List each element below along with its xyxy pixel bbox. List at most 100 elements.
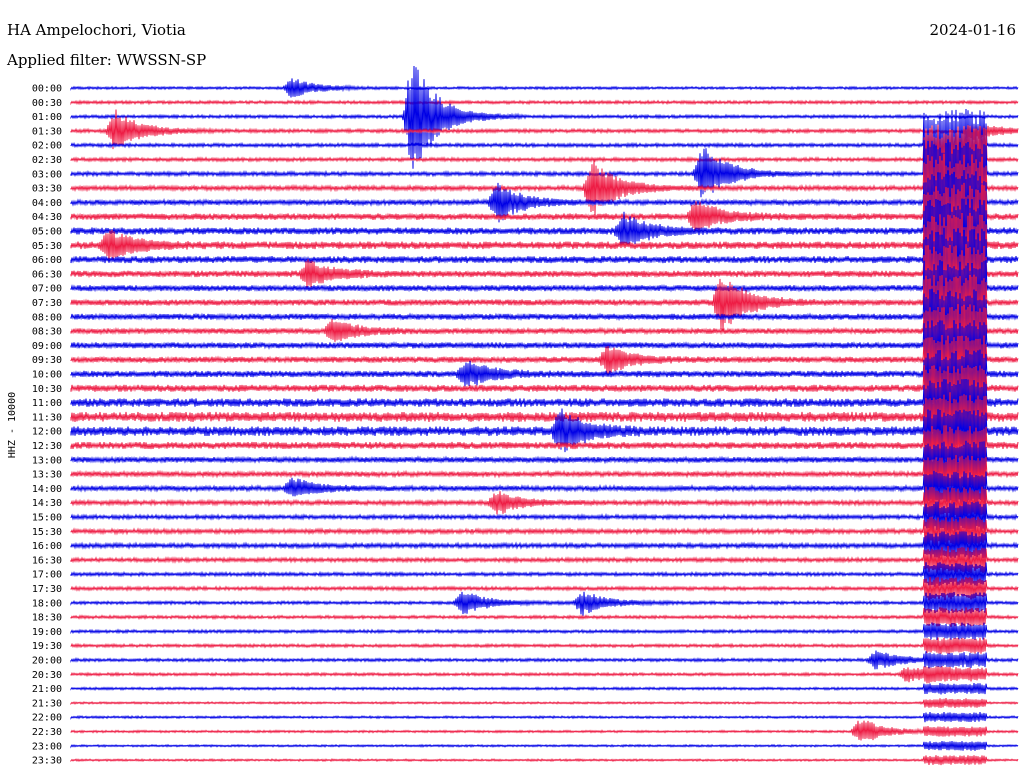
trace-row	[70, 545, 1019, 574]
row-label: 03:00	[32, 169, 62, 180]
trace-row	[70, 182, 1019, 250]
trace-row	[70, 720, 1019, 741]
trace-row	[70, 260, 1019, 318]
trace-row	[70, 470, 1019, 506]
trace-row	[70, 486, 1019, 520]
trace-row	[70, 408, 1019, 455]
trace-row	[70, 425, 1019, 466]
trace-row	[70, 65, 1019, 169]
trace-row	[70, 607, 1019, 627]
trace-row	[70, 531, 1019, 560]
trace-row	[70, 365, 1019, 413]
row-label: 23:30	[32, 756, 62, 767]
trace-row	[70, 637, 1019, 654]
trace-row	[70, 109, 1019, 150]
row-label: 06:00	[32, 255, 62, 266]
trace-row	[70, 666, 1019, 684]
row-label: 05:00	[32, 227, 62, 238]
row-label: 08:30	[32, 327, 62, 338]
trace-row	[70, 139, 1019, 209]
station-title: HA Ampelochori, Viotia	[7, 21, 186, 39]
trace-row	[70, 198, 1019, 265]
date-label: 2024-01-16	[929, 21, 1016, 39]
trace-row	[70, 244, 1019, 304]
trace-row	[70, 334, 1019, 385]
trace-row	[70, 108, 1019, 182]
row-label: 06:30	[32, 269, 62, 280]
trace-row	[70, 516, 1019, 547]
trace-row	[70, 304, 1019, 359]
row-label: 04:00	[32, 198, 62, 209]
trace-row	[70, 78, 1019, 98]
row-label: 18:30	[32, 613, 62, 624]
row-label: 10:30	[32, 384, 62, 395]
row-label: 19:30	[32, 641, 62, 652]
trace-row	[70, 227, 1019, 292]
row-label: 15:00	[32, 513, 62, 524]
row-label: 01:00	[32, 112, 62, 123]
trace-row	[70, 378, 1019, 427]
row-label: 04:30	[32, 212, 62, 223]
row-label: 09:00	[32, 341, 62, 352]
row-label: 07:30	[32, 298, 62, 309]
trace-row	[70, 755, 1019, 766]
trace-row	[70, 577, 1019, 601]
trace-row	[70, 591, 1019, 616]
row-label: 00:30	[32, 98, 62, 109]
trace-row	[70, 124, 1019, 195]
row-label: 05:30	[32, 241, 62, 252]
trace-row	[70, 697, 1019, 708]
row-label: 00:00	[32, 84, 62, 95]
trace-row	[70, 622, 1019, 641]
row-label: 02:00	[32, 141, 62, 152]
row-label: 11:30	[32, 412, 62, 423]
trace-row	[70, 683, 1019, 695]
row-label: 23:00	[32, 741, 62, 752]
trace-row	[70, 153, 1019, 223]
trace-row	[70, 501, 1019, 533]
trace-row	[70, 711, 1019, 723]
filter-label: Applied filter: WWSSN-SP	[7, 51, 207, 69]
row-label: 13:00	[32, 455, 62, 466]
row-label: 12:30	[32, 441, 62, 452]
row-label: 20:30	[32, 670, 62, 681]
row-label: 10:00	[32, 370, 62, 381]
trace-row	[70, 650, 1019, 670]
row-label: 18:00	[32, 598, 62, 609]
row-label: 21:00	[32, 684, 62, 695]
row-label: 14:30	[32, 498, 62, 509]
trace-row	[70, 170, 1019, 236]
trace-row	[70, 320, 1019, 371]
trace-row	[70, 212, 1019, 277]
trace-row	[70, 392, 1019, 441]
seismic-traces	[70, 65, 1019, 766]
trace-row	[70, 440, 1019, 480]
row-label: 17:30	[32, 584, 62, 595]
trace-row	[70, 740, 1019, 751]
trace-row	[70, 99, 1019, 106]
row-label: 15:30	[32, 527, 62, 538]
trace-row	[70, 349, 1019, 399]
row-label: 03:30	[32, 184, 62, 195]
row-label: 20:00	[32, 656, 62, 667]
y-axis-label: HHZ - 10000	[7, 392, 18, 458]
row-label: 21:30	[32, 698, 62, 709]
row-label: 07:00	[32, 284, 62, 295]
row-labels: 00:00 00:30 01:00 01:30 02:00 02:30 03:00 03:30…	[32, 84, 62, 767]
trace-row	[70, 562, 1019, 587]
row-label: 01:30	[32, 126, 62, 137]
row-label: 19:00	[32, 627, 62, 638]
row-label: 11:00	[32, 398, 62, 409]
row-label: 22:30	[32, 727, 62, 738]
row-label: 12:00	[32, 427, 62, 438]
trace-row	[70, 455, 1019, 493]
row-label: 17:00	[32, 570, 62, 581]
trace-row	[70, 274, 1019, 332]
row-label: 14:00	[32, 484, 62, 495]
row-label: 22:00	[32, 713, 62, 724]
trace-row	[70, 288, 1019, 345]
row-label: 09:30	[32, 355, 62, 366]
row-label: 08:00	[32, 312, 62, 323]
row-label: 16:00	[32, 541, 62, 552]
